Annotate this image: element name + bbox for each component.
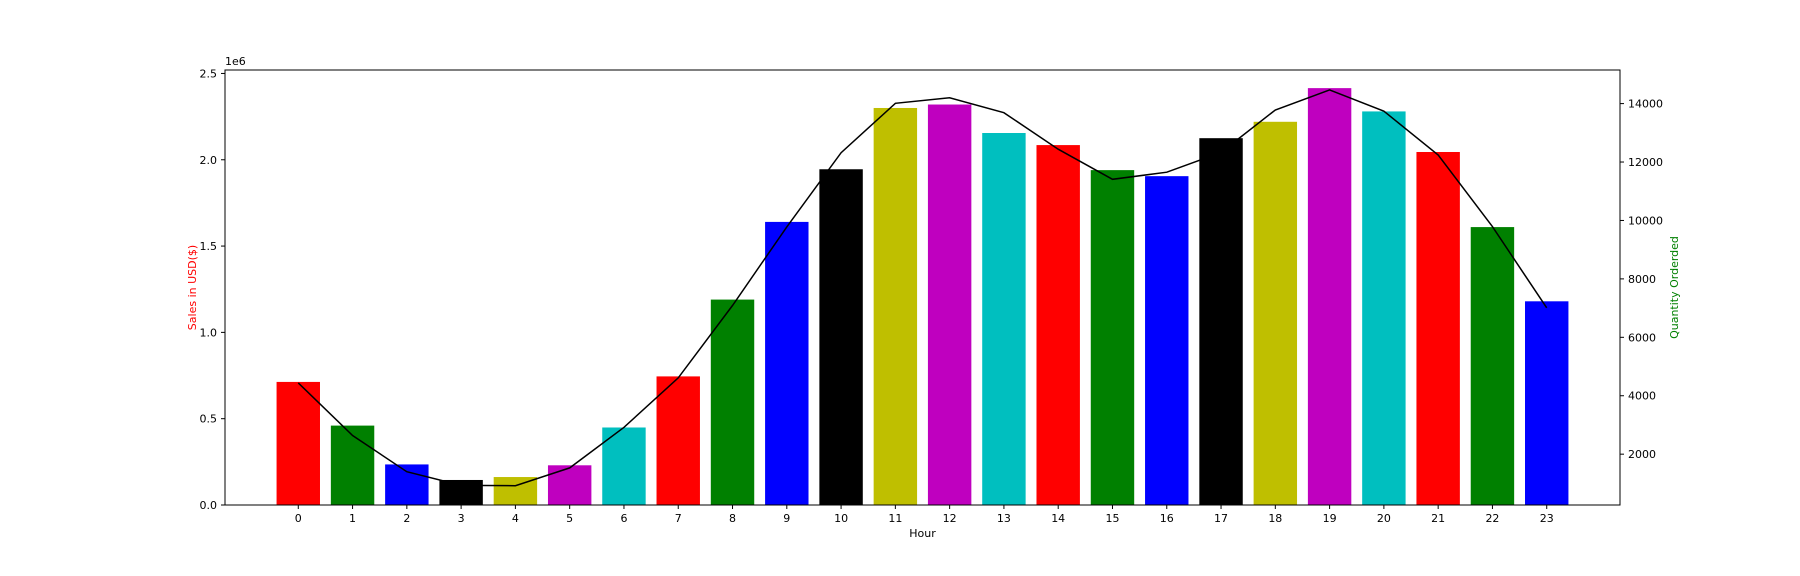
x-tick-label: 1: [349, 512, 356, 525]
axes-layer: 0 1 2 3 4 5 6 7 8 9 10 11 12 13 14 15 16 17 18 19 20 21 22 230.…: [200, 67, 1664, 525]
bar-hour-16: [1145, 176, 1189, 506]
right-y-tick-label: 12000: [1628, 156, 1663, 169]
x-tick-label: 18: [1268, 512, 1282, 525]
x-tick-label: 19: [1323, 512, 1337, 525]
x-tick-label: 0: [295, 512, 302, 525]
x-tick-label: 12: [943, 512, 957, 525]
right-y-tick-label: 2000: [1628, 448, 1656, 461]
x-axis-label: Hour: [909, 527, 936, 540]
bar-hour-2: [385, 464, 429, 505]
x-tick-label: 14: [1051, 512, 1065, 525]
x-tick-label: 21: [1431, 512, 1445, 525]
x-tick-label: 9: [783, 512, 790, 525]
bar-hour-7: [656, 376, 700, 505]
left-axis-offset-text: 1e6: [225, 55, 246, 68]
x-tick-label: 7: [675, 512, 682, 525]
x-tick-label: 11: [888, 512, 902, 525]
bar-hour-3: [439, 479, 483, 505]
left-y-axis-label: Sales in USD($): [186, 245, 199, 330]
left-y-tick-label: 0.0: [200, 499, 218, 512]
bar-hour-23: [1525, 301, 1569, 505]
bar-hour-11: [873, 107, 918, 505]
x-tick-label: 5: [566, 512, 573, 525]
bar-hour-6: [602, 427, 646, 505]
left-y-tick-label: 1.0: [200, 326, 218, 339]
bar-hour-15: [1090, 170, 1135, 505]
bar-hour-9: [765, 221, 809, 505]
bar-hour-12: [927, 104, 972, 506]
bars-layer: [276, 88, 1569, 506]
bar-hour-0: [276, 381, 320, 505]
bar-hour-1: [330, 425, 375, 505]
bar-hour-18: [1253, 121, 1298, 506]
bar-hour-13: [982, 133, 1026, 505]
x-tick-label: 20: [1377, 512, 1391, 525]
x-tick-label: 6: [620, 512, 627, 525]
x-tick-label: 8: [729, 512, 736, 525]
left-y-tick-label: 2.0: [200, 154, 218, 167]
left-y-tick-label: 1.5: [200, 240, 218, 253]
x-tick-label: 16: [1160, 512, 1174, 525]
plot-frame: [224, 69, 1621, 506]
bar-hour-5: [547, 465, 592, 505]
bar-hour-10: [819, 169, 863, 505]
left-y-tick-label: 2.5: [200, 67, 218, 80]
x-tick-label: 3: [458, 512, 465, 525]
x-tick-label: 15: [1105, 512, 1119, 525]
x-tick-label: 17: [1214, 512, 1228, 525]
right-y-tick-label: 6000: [1628, 331, 1656, 344]
bar-hour-20: [1362, 111, 1406, 505]
bar-hour-22: [1470, 227, 1515, 506]
x-tick-label: 10: [834, 512, 848, 525]
x-tick-label: 2: [403, 512, 410, 525]
x-tick-label: 13: [997, 512, 1011, 525]
left-y-tick-label: 0.5: [200, 413, 218, 426]
bar-hour-21: [1416, 151, 1460, 505]
x-tick-label: 22: [1485, 512, 1499, 525]
quantity-line: [297, 89, 1548, 487]
right-y-tick-label: 8000: [1628, 273, 1656, 286]
right-y-tick-label: 4000: [1628, 390, 1656, 403]
bar-hour-19: [1307, 88, 1352, 505]
right-y-axis-label: Quantity Orderded: [1668, 236, 1681, 339]
right-y-tick-label: 10000: [1628, 214, 1663, 227]
right-y-tick-label: 14000: [1628, 98, 1663, 111]
bar-hour-17: [1199, 138, 1243, 506]
bar-hour-8: [710, 299, 755, 505]
line-layer: [297, 89, 1548, 487]
x-tick-label: 23: [1540, 512, 1554, 525]
bar-hour-14: [1036, 145, 1080, 505]
x-tick-label: 4: [512, 512, 519, 525]
